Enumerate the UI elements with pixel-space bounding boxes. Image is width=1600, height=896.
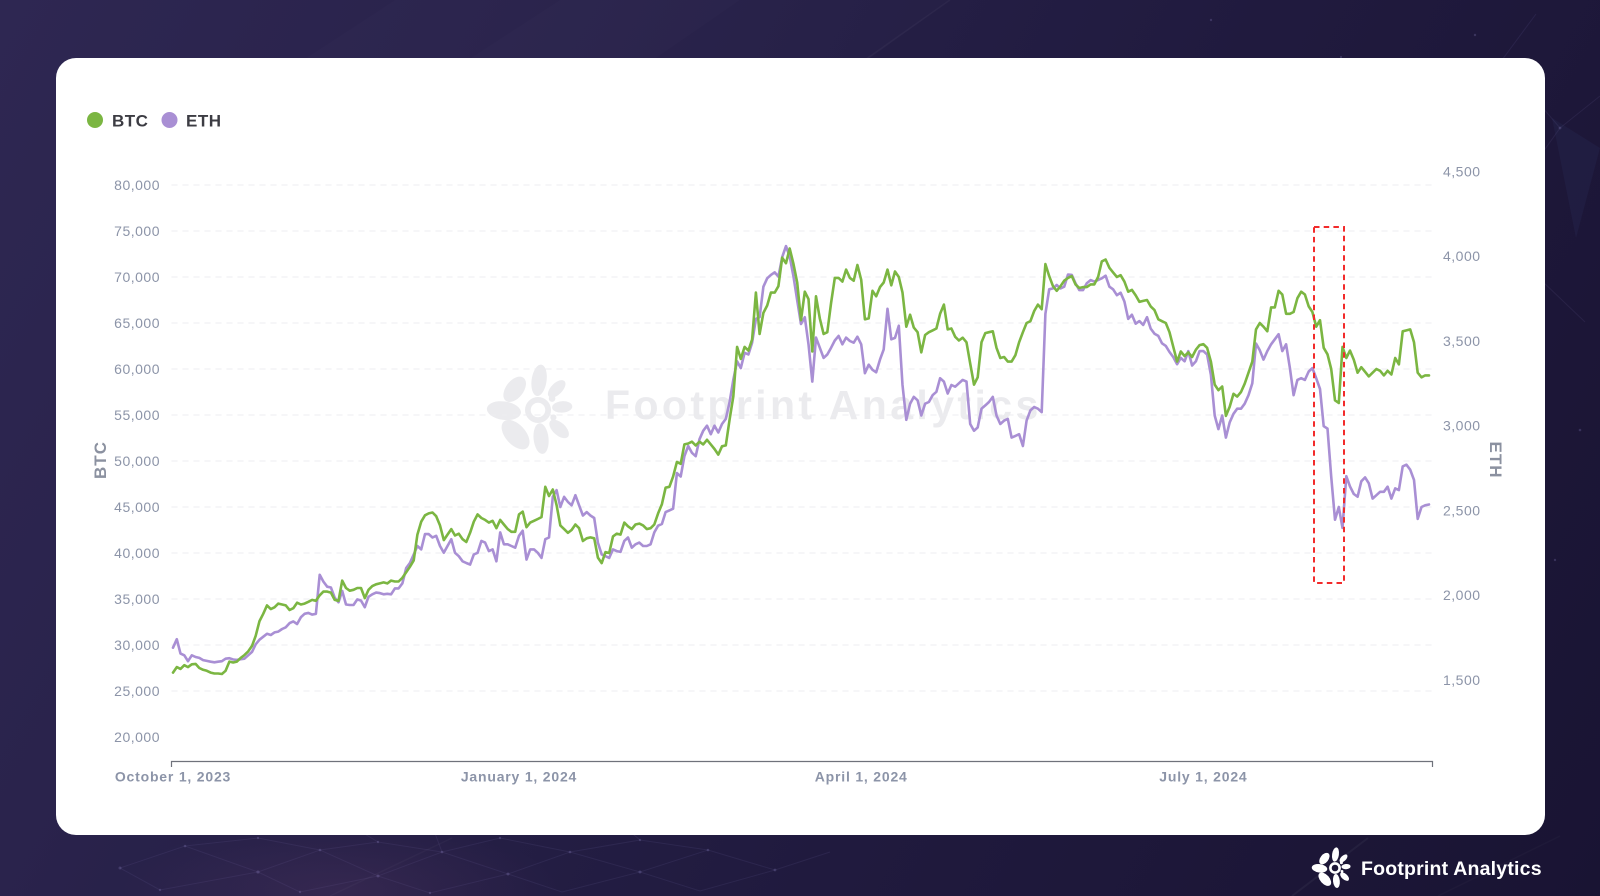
svg-text:3,000: 3,000 (1443, 418, 1481, 434)
svg-text:ETH: ETH (1486, 442, 1505, 479)
svg-text:July 1, 2024: July 1, 2024 (1159, 769, 1247, 785)
svg-text:2,000: 2,000 (1443, 587, 1481, 603)
svg-text:April 1, 2024: April 1, 2024 (815, 769, 908, 785)
svg-text:65,000: 65,000 (114, 315, 160, 331)
svg-text:40,000: 40,000 (114, 545, 160, 561)
svg-text:4,000: 4,000 (1443, 248, 1481, 264)
svg-text:ETH: ETH (186, 112, 222, 131)
svg-text:2,500: 2,500 (1443, 502, 1481, 518)
svg-text:50,000: 50,000 (114, 453, 160, 469)
svg-text:October 1, 2023: October 1, 2023 (115, 769, 231, 785)
svg-text:80,000: 80,000 (114, 177, 160, 193)
svg-text:35,000: 35,000 (114, 591, 160, 607)
svg-text:Footprint Analytics: Footprint Analytics (605, 382, 1042, 428)
svg-text:3,500: 3,500 (1443, 333, 1481, 349)
svg-text:4,500: 4,500 (1443, 164, 1481, 180)
svg-text:January 1, 2024: January 1, 2024 (461, 769, 577, 785)
svg-text:75,000: 75,000 (114, 223, 160, 239)
svg-text:55,000: 55,000 (114, 407, 160, 423)
svg-text:BTC: BTC (112, 112, 148, 131)
svg-text:1,500: 1,500 (1443, 672, 1481, 688)
svg-text:45,000: 45,000 (114, 499, 160, 515)
svg-text:BTC: BTC (91, 441, 110, 479)
svg-text:60,000: 60,000 (114, 361, 160, 377)
svg-text:Footprint Analytics: Footprint Analytics (1361, 858, 1542, 880)
svg-text:30,000: 30,000 (114, 637, 160, 653)
svg-text:25,000: 25,000 (114, 683, 160, 699)
svg-text:20,000: 20,000 (114, 729, 160, 745)
svg-text:70,000: 70,000 (114, 269, 160, 285)
